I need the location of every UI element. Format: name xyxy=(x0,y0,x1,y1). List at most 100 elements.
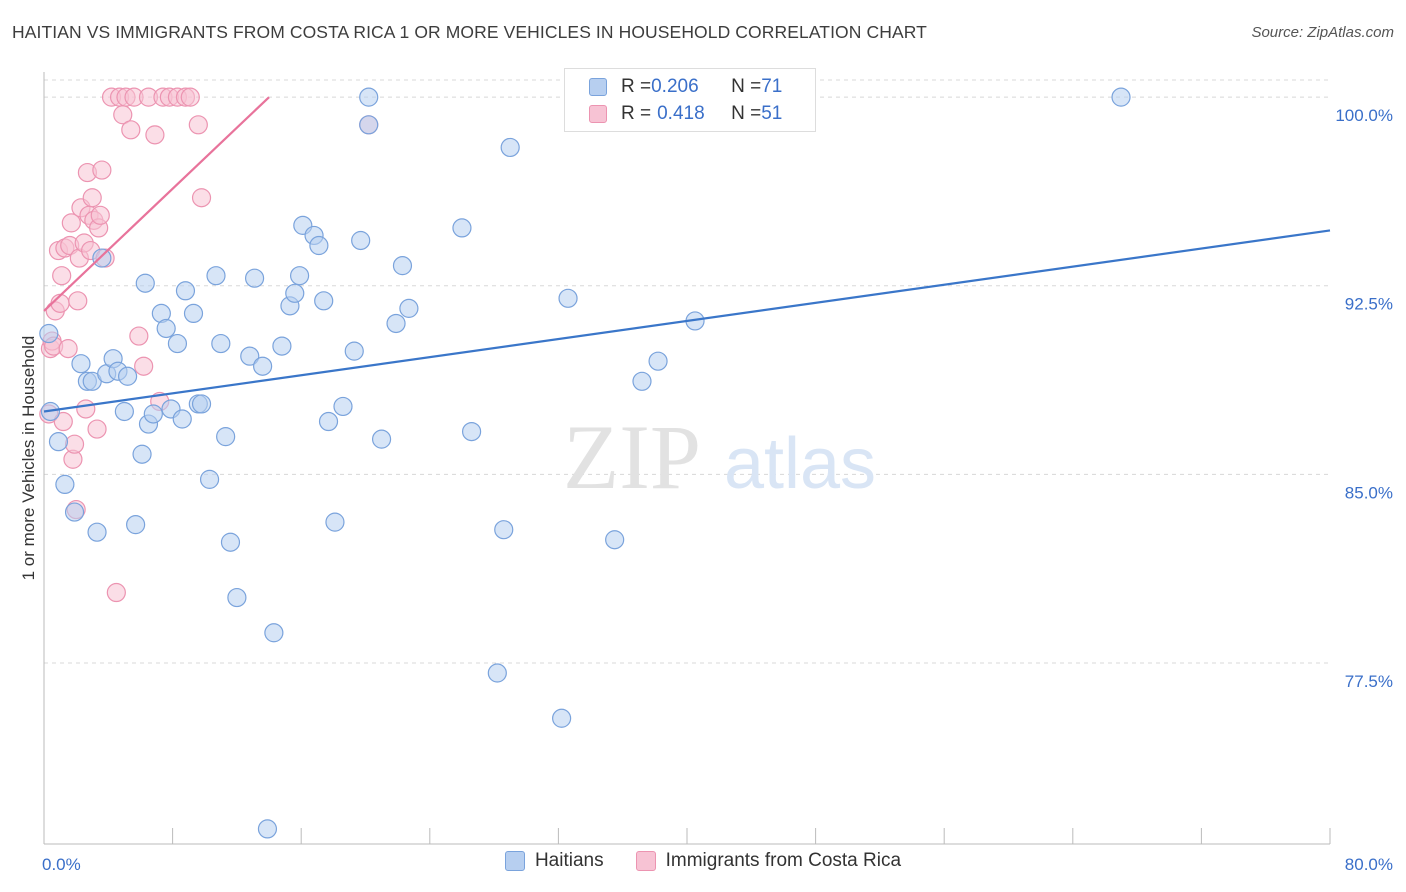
legend-n-label: N = xyxy=(731,76,762,97)
haitians-point-58 xyxy=(452,218,472,238)
haitians-point-52 xyxy=(351,230,371,251)
costa-rica-point-41 xyxy=(145,125,165,145)
haitians-point-4 xyxy=(64,502,85,522)
series-legend: Haitians Immigrants from Costa Rica xyxy=(0,850,1406,872)
costa-rica-point-10 xyxy=(58,339,78,359)
y-axis-label: 1 or more Vehicles in Household xyxy=(19,336,38,581)
haitians-point-25 xyxy=(175,281,196,301)
costa-rica-point-26 xyxy=(87,419,107,439)
haitians-point-39 xyxy=(264,623,284,643)
haitians-point-17 xyxy=(135,273,155,293)
haitians-point-21 xyxy=(156,318,176,339)
trend-line-haitians xyxy=(43,229,1331,413)
legend-item-haitians[interactable]: Haitians xyxy=(504,850,604,872)
chart-title: HAITIAN VS IMMIGRANTS FROM COSTA RICA 1 … xyxy=(12,22,927,42)
haitians-point-38 xyxy=(257,819,278,839)
haitians-point-3 xyxy=(55,474,75,495)
haitians-point-16 xyxy=(132,444,152,464)
y-tick-label-3: 100.0% xyxy=(1335,106,1393,125)
legend-n-value-costa-rica: 51 xyxy=(761,103,783,124)
haitians-point-31 xyxy=(211,333,231,354)
series-haitians-points xyxy=(39,87,1131,839)
haitians-point-37 xyxy=(253,356,273,376)
haitians-point-15 xyxy=(126,515,146,535)
legend-r-label: R = xyxy=(621,76,652,97)
haitians-point-54 xyxy=(371,429,392,449)
haitians-point-9 xyxy=(92,248,112,268)
haitians-point-14 xyxy=(117,366,138,386)
haitians-point-26 xyxy=(183,303,204,324)
haitians-point-29 xyxy=(199,469,220,489)
haitians-point-47 xyxy=(314,291,334,311)
legend-label-haitians: Haitians xyxy=(534,850,604,871)
correlation-legend: R = 0.206 N = 71 R = 0.418 N = 51 xyxy=(564,68,816,132)
haitians-point-8 xyxy=(87,522,107,542)
haitians-point-69 xyxy=(1111,87,1131,107)
source-credit: Source: ZipAtlas.com xyxy=(1251,24,1394,41)
legend-swatch-costa-rica xyxy=(635,851,656,871)
haitians-point-36 xyxy=(244,268,265,288)
legend-row-costa-rica: R = 0.418 N = 51 xyxy=(589,102,782,126)
x-tick-label-1: 80.0% xyxy=(1345,855,1393,874)
trend-line-costa-rica xyxy=(43,96,270,312)
legend-label-costa-rica: Immigrants from Costa Rica xyxy=(665,850,902,871)
haitians-point-5 xyxy=(71,354,91,374)
series-costa-rica-points xyxy=(39,87,379,603)
haitians-point-13 xyxy=(114,401,134,422)
y-tick-label-2: 92.5% xyxy=(1345,295,1393,314)
grid-lines xyxy=(44,79,1330,664)
haitians-point-60 xyxy=(487,663,507,683)
watermark: ZIP atlas xyxy=(563,406,876,508)
y-tick-label-1: 85.0% xyxy=(1345,483,1393,502)
haitians-point-62 xyxy=(500,137,520,158)
haitians-point-24 xyxy=(172,409,192,429)
costa-rica-point-20 xyxy=(76,399,96,419)
legend-item-costa-rica[interactable]: Immigrants from Costa Rica xyxy=(635,850,902,872)
axes xyxy=(43,72,1331,845)
haitians-point-28 xyxy=(191,394,212,414)
haitians-point-51 xyxy=(344,341,364,361)
costa-rica-point-49 xyxy=(191,188,212,208)
y-tick-label-0: 77.5% xyxy=(1345,672,1393,691)
haitians-point-2 xyxy=(48,432,69,452)
watermark-zip: ZIP xyxy=(563,406,701,508)
costa-rica-point-47 xyxy=(180,87,200,107)
haitians-point-0 xyxy=(39,323,59,344)
legend-r-label: R = xyxy=(621,103,652,124)
tick-labels: 77.5% 85.0% 92.5% 100.0% 0.0% 80.0% xyxy=(42,106,1393,874)
haitians-point-34 xyxy=(227,587,247,608)
costa-rica-point-14 xyxy=(64,434,85,454)
costa-rica-point-16 xyxy=(68,291,88,311)
legend-row-haitians: R = 0.206 N = 71 xyxy=(589,75,782,99)
watermark-atlas: atlas xyxy=(724,424,876,504)
costa-rica-point-36 xyxy=(121,120,141,140)
costa-rica-point-29 xyxy=(92,160,112,180)
x-tick-label-0: 0.0% xyxy=(42,855,81,874)
haitians-point-49 xyxy=(325,512,345,532)
haitians-point-40 xyxy=(272,336,292,356)
legend-swatch-haitians xyxy=(504,851,525,871)
haitians-point-55 xyxy=(386,313,406,334)
legend-swatch-costa-rica xyxy=(589,105,607,123)
costa-rica-point-24 xyxy=(82,188,102,208)
legend-r-value-costa-rica: 0.418 xyxy=(657,103,705,124)
haitians-point-66 xyxy=(632,371,652,391)
costa-rica-point-38 xyxy=(129,326,149,346)
trend-lines xyxy=(43,96,1331,413)
legend-n-label: N = xyxy=(731,103,762,124)
haitians-point-46 xyxy=(309,235,329,256)
haitians-point-33 xyxy=(220,532,241,552)
costa-rica-point-32 xyxy=(106,582,126,603)
costa-rica-point-8 xyxy=(53,411,73,432)
haitians-point-67 xyxy=(648,351,668,371)
costa-rica-point-28 xyxy=(90,205,110,225)
costa-rica-point-48 xyxy=(188,115,208,135)
costa-rica-point-39 xyxy=(134,356,154,376)
haitians-point-56 xyxy=(392,256,413,276)
haitians-point-57 xyxy=(399,298,419,318)
legend-r-value-haitians: 0.206 xyxy=(651,76,699,97)
haitians-point-35 xyxy=(240,346,260,366)
haitians-point-63 xyxy=(552,708,572,728)
haitians-point-42 xyxy=(285,283,305,303)
